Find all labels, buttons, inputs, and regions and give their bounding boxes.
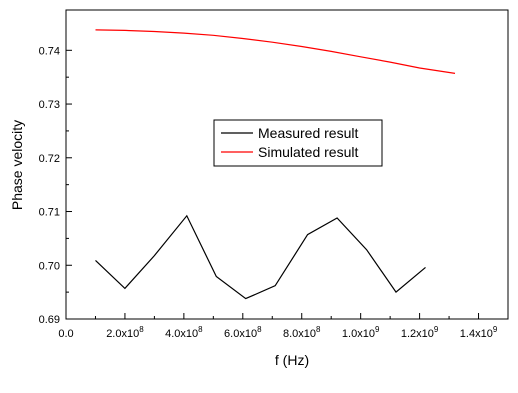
y-tick-label: 0.70 (39, 260, 60, 272)
axis-ticks: 0.0 2.0x108 4.0x108 6.0x108 8.0x108 1.0x109 1.… (39, 45, 498, 340)
x-tick-label: 4.0x108 (165, 325, 203, 340)
series-lines (95, 29, 456, 300)
legend-box (213, 119, 383, 167)
legend-label-simulated: Simulated result (258, 144, 358, 160)
x-tick-label: 8.0x108 (283, 325, 321, 340)
x-tick-label: 1.0x109 (342, 325, 380, 340)
series-line-measured (95, 214, 426, 300)
y-axis-title: Phase velocity (9, 120, 25, 210)
series-line-simulated (95, 29, 456, 74)
y-tick-label: 0.71 (39, 207, 60, 219)
x-tick-label: 1.2x109 (401, 325, 439, 340)
y-tick-label: 0.69 (39, 314, 60, 326)
x-tick-label: 2.0x108 (106, 325, 144, 340)
legend-label-measured: Measured result (258, 125, 358, 141)
y-tick-label: 0.72 (39, 153, 60, 165)
x-tick-label: 6.0x108 (224, 325, 262, 340)
y-tick-label: 0.74 (39, 45, 60, 57)
x-tick-label: 0.0 (58, 328, 73, 340)
x-tick-label: 1.4x109 (460, 325, 498, 340)
x-axis-title: f (Hz) (275, 352, 309, 368)
plot-frame (65, 9, 509, 320)
y-tick-label: 0.73 (39, 99, 60, 111)
legend: Measured result Simulated result (213, 119, 383, 167)
